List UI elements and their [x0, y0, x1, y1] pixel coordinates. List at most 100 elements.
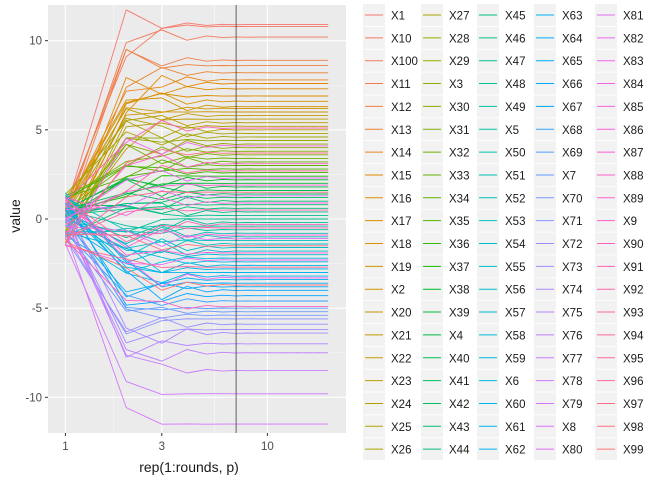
- series-line-x100: [64, 29, 329, 218]
- series-line-x93: [65, 199, 329, 243]
- series-line-x39: [65, 182, 329, 215]
- legend-item-x26: X26: [363, 438, 411, 461]
- legend-item-x66: X66: [534, 72, 582, 95]
- legend-item-x17: X17: [363, 209, 411, 232]
- series-line-x82: [65, 244, 329, 266]
- legend-item-x89: X89: [595, 186, 643, 209]
- legend-label: X23: [391, 376, 411, 388]
- legend-item-x41: X41: [421, 369, 469, 392]
- legend-item-x49: X49: [477, 95, 525, 118]
- legend-label: X51: [505, 170, 525, 182]
- legend-label: X73: [562, 262, 582, 274]
- legend-label: X100: [391, 56, 418, 68]
- legend-label: X43: [449, 422, 469, 434]
- y-tick-label: -5: [32, 303, 42, 315]
- legend-label: X69: [562, 148, 582, 160]
- legend-label: X90: [623, 239, 643, 251]
- legend-item-x2: X2: [363, 278, 405, 301]
- legend-label: X76: [562, 330, 582, 342]
- legend-label: X98: [623, 422, 643, 434]
- y-axis-label: value: [7, 199, 23, 233]
- legend-item-x81: X81: [595, 4, 643, 26]
- legend-item-x58: X58: [477, 323, 525, 346]
- legend-item-x97: X97: [595, 392, 643, 415]
- legend-item-x38: X38: [421, 278, 469, 301]
- legend-label: X50: [505, 148, 525, 160]
- legend-item-x4: X4: [421, 323, 464, 346]
- series-line-x40: [65, 177, 329, 211]
- legend-label: X49: [505, 102, 525, 114]
- legend-label: X20: [391, 308, 411, 320]
- legend-label: X94: [623, 330, 644, 342]
- series-line-x55: [65, 215, 329, 258]
- series-line-x73: [64, 216, 329, 344]
- legend-label: X29: [449, 56, 469, 68]
- series-line-x96: [65, 191, 329, 244]
- legend-item-x32: X32: [421, 141, 469, 164]
- legend-label: X54: [505, 239, 526, 251]
- legend-label: X4: [449, 330, 464, 342]
- series-line-x38: [65, 176, 329, 217]
- legend-label: X30: [449, 102, 469, 114]
- legend-item-x25: X25: [363, 415, 411, 438]
- legend-label: X42: [449, 399, 469, 411]
- legend-label: X17: [391, 216, 411, 228]
- series-line-x15: [64, 74, 329, 239]
- legend-label: X89: [623, 193, 643, 205]
- series-line-x66: [65, 207, 329, 301]
- series-line-x18: [64, 92, 329, 237]
- legend-label: X77: [562, 353, 582, 365]
- legend-label: X27: [449, 11, 469, 23]
- legend-item-x15: X15: [363, 163, 411, 186]
- legend-label: X16: [391, 193, 411, 205]
- series-line-x7: [65, 230, 329, 314]
- series-line-x63: [65, 221, 329, 293]
- series-line-x14: [64, 76, 329, 210]
- legend-label: X36: [449, 239, 469, 251]
- series-line-x77: [64, 219, 329, 374]
- legend-item-x23: X23: [363, 369, 411, 392]
- legend-item-x78: X78: [534, 369, 582, 392]
- series-line-x79: [64, 232, 329, 425]
- series-line-x28: [65, 137, 329, 235]
- legend-item-x98: X98: [595, 415, 643, 438]
- legend-label: X93: [623, 308, 643, 320]
- series-line-x83: [65, 137, 329, 246]
- legend-item-x67: X67: [534, 95, 582, 118]
- legend-item-x69: X69: [534, 141, 582, 164]
- legend-item-x70: X70: [534, 186, 582, 209]
- legend-label: X78: [562, 376, 582, 388]
- legend-item-x40: X40: [421, 346, 469, 369]
- series-line-x17: [65, 93, 329, 209]
- legend-item-x72: X72: [534, 232, 582, 255]
- series-line-x13: [64, 67, 329, 234]
- legend-item-x6: X6: [477, 369, 519, 392]
- legend-item-x20: X20: [363, 301, 411, 324]
- legend-label: X37: [449, 262, 469, 274]
- series-line-x37: [65, 175, 329, 213]
- legend-label: X80: [562, 445, 582, 457]
- legend-label: X19: [391, 262, 411, 274]
- legend-label: X22: [391, 353, 411, 365]
- legend-item-x42: X42: [421, 392, 469, 415]
- series-line-x6: [65, 203, 329, 274]
- legend-item-x30: X30: [421, 95, 469, 118]
- legend-item-x75: X75: [534, 301, 582, 324]
- legend-item-x48: X48: [477, 72, 525, 95]
- legend-label: X3: [449, 79, 463, 91]
- legend-label: X60: [505, 399, 525, 411]
- series-line-x71: [65, 234, 329, 335]
- series-line-x53: [65, 197, 329, 243]
- series-line-x61: [65, 224, 329, 274]
- legend-label: X91: [623, 262, 643, 274]
- legend-item-x47: X47: [477, 49, 525, 72]
- legend-item-x84: X84: [595, 72, 644, 95]
- legend-item-x16: X16: [363, 186, 411, 209]
- series-line-x46: [65, 202, 329, 217]
- legend-label: X92: [623, 285, 643, 297]
- legend-label: X25: [391, 422, 411, 434]
- series-line-x5: [65, 213, 329, 239]
- series-line-x86: [65, 204, 329, 248]
- legend-label: X5: [505, 125, 519, 137]
- legend-item-x62: X62: [477, 438, 525, 461]
